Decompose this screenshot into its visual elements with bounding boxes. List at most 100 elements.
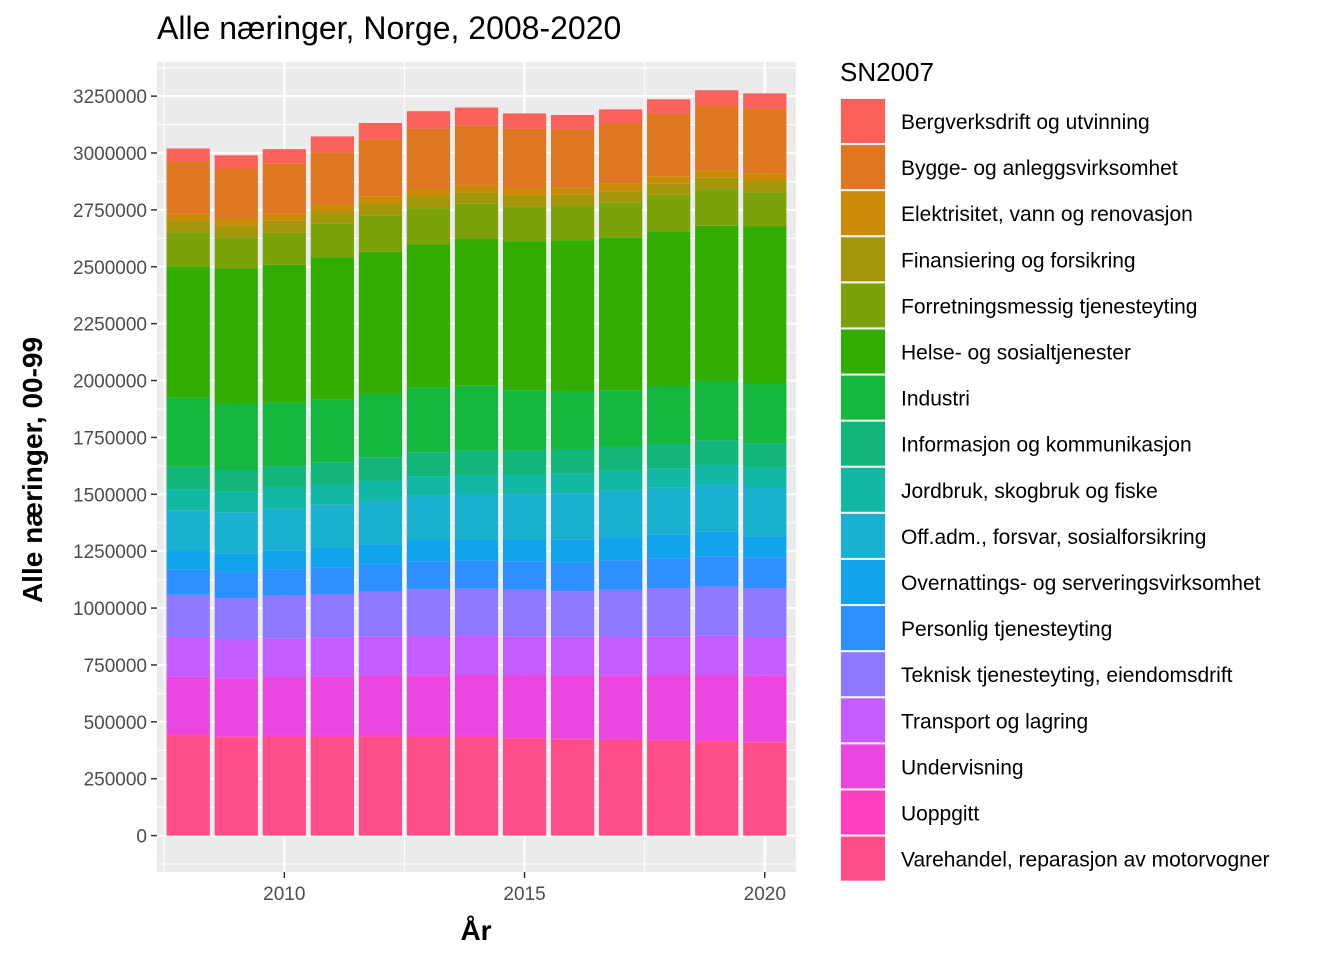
bar-segment [695, 177, 739, 189]
bar-segment [310, 735, 354, 738]
y-tick-label: 1250000 [73, 542, 147, 563]
legend-swatch [841, 421, 885, 466]
bar-segment [599, 560, 643, 590]
bar-segment [647, 183, 691, 195]
bar-segment [502, 188, 547, 196]
legend-label: Informasjon og kommunikasjon [901, 434, 1192, 457]
bar-segment [647, 487, 691, 535]
x-tick-label: 2015 [503, 884, 545, 905]
bar-segment [214, 639, 258, 679]
bar-segment [743, 741, 787, 743]
legend-swatch [841, 836, 885, 881]
legend-label: Elektrisitet, vann og renovasjon [901, 203, 1193, 226]
bar-segment [599, 636, 643, 676]
bar-segment [695, 531, 739, 557]
y-tick-label: 3000000 [73, 144, 147, 165]
bars [166, 90, 787, 836]
bar-segment [214, 737, 258, 836]
bar-segment [550, 636, 595, 676]
bar-segment [743, 173, 787, 181]
bar-segment [262, 232, 306, 265]
bar-segment [262, 487, 306, 509]
bar-segment [550, 187, 595, 195]
bar-segment [599, 183, 643, 192]
legend-swatch [841, 145, 885, 190]
bar-segment [214, 403, 258, 470]
bar-segment [599, 470, 643, 491]
bar-segment [695, 225, 739, 381]
bar-segment [214, 268, 258, 404]
bar-segment [743, 443, 787, 468]
bar-segment [214, 218, 258, 226]
bar-segment [599, 202, 643, 238]
y-tick-label: 1000000 [73, 599, 147, 620]
bar-segment [358, 500, 403, 545]
bar-segment [550, 194, 595, 207]
bar-segment [454, 635, 499, 675]
bar-segment [454, 450, 499, 475]
bar-segment [262, 213, 306, 221]
bar-segment [358, 736, 403, 836]
bar-segment [262, 508, 306, 551]
bar-segment [599, 123, 643, 184]
bar-segment [695, 740, 739, 742]
bar-segment [406, 128, 451, 189]
bar-segment [262, 402, 306, 467]
bar-segment [406, 188, 451, 197]
bar-segment [262, 466, 306, 488]
legend-label: Bygge- og anleggsvirksomhet [901, 157, 1178, 180]
bar-segment [166, 397, 210, 467]
bar-segment [358, 675, 403, 736]
legend-label: Personlig tjenesteyting [901, 618, 1112, 641]
bar-segment [310, 257, 354, 400]
legend-swatch [841, 652, 885, 697]
bar-segment [310, 504, 354, 548]
y-tick-label: 2250000 [73, 315, 147, 336]
bar-segment [358, 735, 403, 737]
bar-segment [550, 562, 595, 592]
bar-segment [310, 399, 354, 463]
bar-segment [214, 736, 258, 738]
bar-segment [214, 491, 258, 513]
x-tick-label: 2020 [744, 884, 786, 905]
bar-segment [166, 676, 210, 735]
y-tick-label: 250000 [84, 770, 147, 791]
bar-segment [599, 191, 643, 203]
bar-segment [166, 510, 210, 551]
bar-segment [358, 564, 403, 592]
bar-segment [310, 737, 354, 836]
bar-segment [550, 129, 595, 188]
bar-segment [599, 390, 643, 447]
bar-segment [502, 450, 547, 475]
bar-segment [310, 136, 354, 153]
legend-swatch [841, 375, 885, 420]
y-tick-label: 2750000 [73, 201, 147, 222]
bar-segment [166, 735, 210, 836]
bar-segment [262, 595, 306, 639]
bar-segment [647, 99, 691, 114]
bar-segment [358, 457, 403, 481]
legend-swatch [841, 467, 885, 512]
bar-segment [262, 638, 306, 678]
legend-swatch [841, 513, 885, 558]
bar-segment [502, 494, 547, 540]
legend-label: Uoppgitt [901, 803, 979, 826]
bar-segment [502, 636, 547, 675]
bar-segment [310, 567, 354, 594]
bar-segment [262, 163, 306, 214]
bar-segment [310, 547, 354, 568]
bar-segment [406, 495, 451, 541]
bar-segment [550, 591, 595, 637]
bar-segment [502, 113, 547, 129]
legend-label: Helse- og sosialtjenester [901, 342, 1131, 365]
bar-segment [743, 536, 787, 558]
bar-segment [743, 192, 787, 227]
bar-segment [406, 589, 451, 637]
bar-segment [166, 594, 210, 637]
bar-segment [454, 107, 499, 126]
bar-segment [599, 675, 643, 739]
bar-segment [647, 558, 691, 589]
x-axis-title: År [460, 915, 491, 946]
legend-swatch [841, 99, 885, 143]
bar-segment [454, 125, 499, 185]
